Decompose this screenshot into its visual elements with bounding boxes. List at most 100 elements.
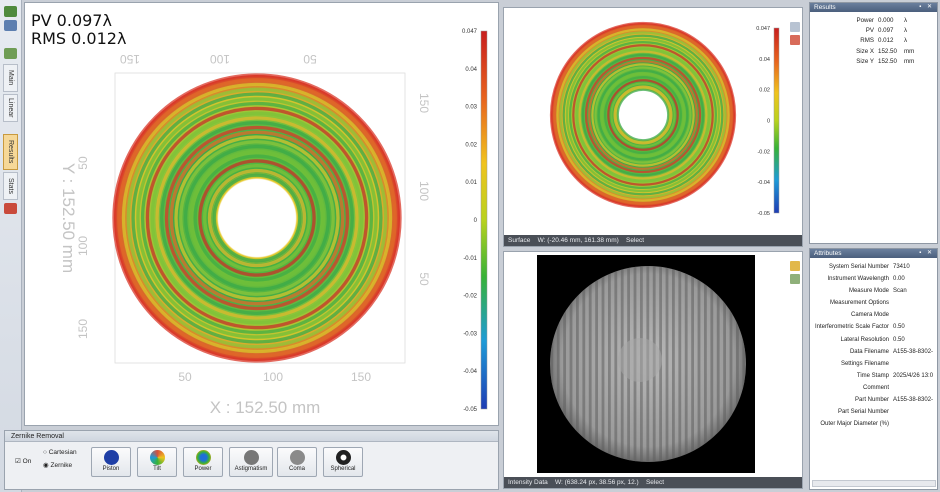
tilt-button[interactable]: Tilt (137, 447, 177, 477)
tilt-icon (149, 450, 165, 465)
top-tick-label: 100 (210, 52, 230, 66)
fringe-line (601, 266, 605, 462)
layout-icon[interactable] (4, 6, 17, 17)
zernike-radio[interactable]: ◉ Zernike (43, 462, 73, 469)
surface-colorbar (773, 27, 780, 214)
small-disc-ring (565, 37, 721, 193)
colorbar-tick-label: -0.03 (463, 331, 477, 337)
attributes-panel: Attributes ▪ ✕ System Serial Number 73410 I… (809, 248, 938, 490)
results-value: 0.097 (878, 27, 894, 35)
main-disc-ring (136, 97, 378, 339)
surface-colorbar-tick-label: 0 (767, 119, 770, 125)
surface-panel[interactable]: 0.047 0.04 0.02 0 -0.02 -0.04 -0.05 Surface W:… (503, 7, 803, 247)
zernike-on-checkbox[interactable]: ☑ On (15, 458, 32, 465)
attributes-horizontal-scrollbar[interactable] (812, 480, 936, 487)
chart-icon[interactable] (4, 203, 17, 214)
surface-colorbar-tick-label: 0.04 (759, 57, 770, 63)
small-disc-ring (594, 66, 692, 164)
small-disc-ring (581, 53, 705, 177)
small-disc-ring (616, 88, 670, 142)
fringe-line (684, 266, 688, 462)
attribute-value: 0.50 (893, 336, 905, 343)
rms-readout: RMS 0.012λ (31, 29, 127, 48)
small-disc-ring (572, 44, 714, 186)
attributes-window-controls[interactable]: ▪ ✕ (919, 250, 934, 256)
surface-palette-icon[interactable] (790, 35, 800, 45)
main-disc-ring (145, 106, 369, 330)
main-surface-view[interactable]: 0.047 0.04 0.03 0.02 0.01 0 -0.01 -0.02 -0.03 -0.… (24, 2, 499, 426)
piston-icon (103, 450, 119, 465)
power-button[interactable]: Power (183, 447, 223, 477)
fringe-line (672, 266, 675, 462)
results-window-controls[interactable]: ▪ ✕ (919, 4, 934, 10)
tab-linear[interactable]: Linear (3, 94, 18, 122)
results-unit: mm (904, 57, 915, 65)
fringe-line (556, 266, 560, 462)
intensity-tools-icon[interactable] (790, 274, 800, 284)
intensity-check-icon[interactable] (790, 261, 800, 271)
surface-colorbar-tick-label: -0.05 (757, 211, 770, 217)
intensity-image (537, 255, 800, 473)
attribute-key: Interferometric Scale Factor (814, 324, 889, 331)
main-disc-ring (155, 116, 359, 320)
tab-main[interactable]: Main (3, 64, 18, 92)
fringe-line (678, 266, 682, 462)
tab-stats[interactable]: Stats (3, 172, 18, 200)
surface-colorbar-ticks: 0.047 0.04 0.02 0 -0.02 -0.04 -0.05 (756, 26, 770, 217)
main-disc-ring (198, 159, 316, 277)
main-disc-ring (169, 130, 345, 306)
main-disc-ring (117, 78, 397, 358)
results-list: Power 0.000 λ PV 0.097 λ RMS 0.012 λ Size X 152.50… (810, 12, 937, 67)
zernike-title: Zernike Removal (5, 431, 498, 442)
attribute-value: 2025/4/26 13:0 (893, 372, 934, 379)
attribute-row: Comment (810, 382, 937, 394)
right-tick-label: 50 (417, 272, 431, 286)
pv-readout: PV 0.097λ (31, 11, 112, 30)
colorbar-tick-label: 0.01 (465, 180, 477, 186)
small-disc-ring (591, 63, 695, 167)
main-disc-ring (174, 135, 340, 301)
astigmatism-button[interactable]: Astigmatism (229, 447, 273, 477)
results-header: Results ▪ ✕ (810, 3, 937, 12)
fringe-line (716, 266, 720, 462)
fringe-line (704, 266, 707, 462)
colorbar-tick-label: -0.05 (463, 407, 477, 413)
colorbar-tick-label: -0.02 (463, 294, 477, 300)
colorbar-ticks: 0.047 0.04 0.03 0.02 0.01 0 -0.01 -0.02 -0.03 -0.… (462, 29, 478, 413)
power-label: Power (194, 466, 212, 472)
main-disc-ring (150, 111, 364, 325)
main-disc-ring (183, 144, 331, 292)
results-value: 0.000 (878, 17, 894, 24)
attribute-value: A155-38-8302- (893, 397, 934, 404)
surface-tools-icon[interactable] (790, 22, 800, 32)
panel-icon[interactable] (4, 48, 17, 59)
tab-results[interactable]: Results (3, 134, 18, 170)
fringe-line (697, 266, 701, 462)
main-disc-ring (203, 164, 311, 272)
fringe-line (710, 266, 714, 462)
small-disc-ring (603, 75, 683, 155)
colorbar-tick-label: -0.04 (463, 369, 477, 375)
main-disc-ring (164, 125, 350, 311)
results-row: Size Y 152.50 mm (810, 57, 937, 67)
zernike-on-label: On (22, 458, 32, 465)
fringe-line (563, 266, 566, 462)
spherical-button[interactable]: Spherical (323, 447, 363, 477)
intensity-panel[interactable]: Intensity Data W: (638.24 px, 38.56 px, … (503, 251, 803, 489)
grid-icon[interactable] (4, 20, 17, 31)
spherical-label: Spherical (330, 466, 356, 472)
x-axis-title: X : 152.50 mm (210, 398, 321, 417)
results-key: PV (865, 27, 874, 35)
x-tick-label: 50 (178, 370, 192, 384)
attribute-key: Instrument Wavelength (827, 276, 889, 283)
coma-button[interactable]: Coma (277, 447, 317, 477)
small-disc-ring (562, 34, 724, 196)
piston-button[interactable]: Piston (91, 447, 131, 477)
attribute-key: Outer Major Diameter (%) (820, 421, 889, 428)
cartesian-radio[interactable]: ○ Cartesian (43, 449, 77, 456)
surface-colorbar-tick-label: 0.047 (756, 26, 770, 32)
attributes-list: System Serial Number 73410 Instrument Wave… (810, 258, 937, 430)
attribute-row: Outer Major Diameter (%) (810, 418, 937, 430)
attribute-row: Measure Mode Scan (810, 285, 937, 297)
main-disc-ring (179, 140, 335, 296)
